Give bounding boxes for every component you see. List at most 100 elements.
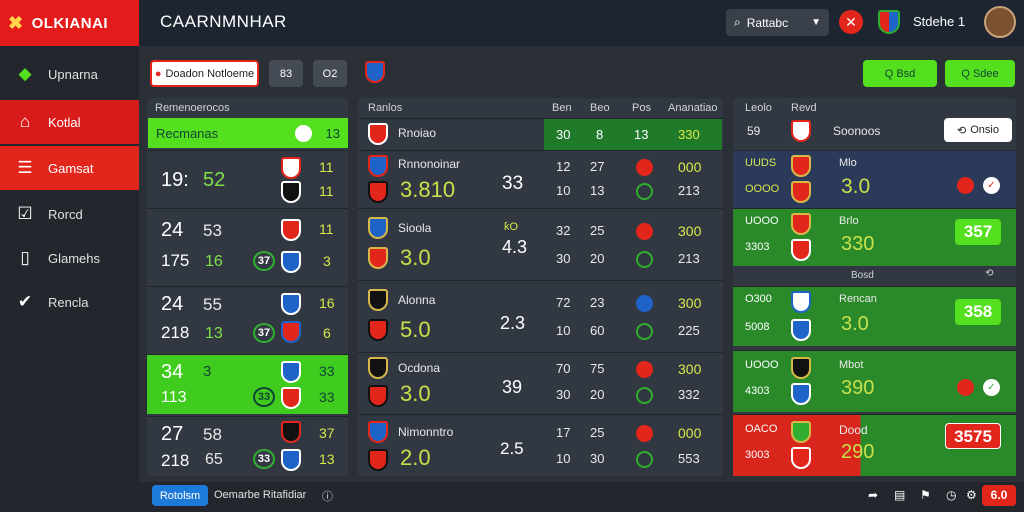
team-badge-icon xyxy=(791,357,811,379)
cell: 24 xyxy=(161,219,184,241)
sidebar-item-kotlal[interactable]: ⌂ Kotlal xyxy=(0,100,139,144)
match-name: Alonna xyxy=(398,293,436,307)
cell: 30 xyxy=(556,387,571,402)
cell: UOOO xyxy=(745,359,779,371)
odds-value: 3.0 xyxy=(841,175,871,198)
odds-chip[interactable]: 357 xyxy=(955,219,1001,245)
right-action-button[interactable]: ⟲ Onsio xyxy=(944,118,1012,142)
team-badge-icon xyxy=(281,449,301,471)
sidebar-item-rencla[interactable]: ✔ Rencla xyxy=(0,280,139,324)
sidebar-item-label: Upnarna xyxy=(48,66,98,82)
app-logo[interactable]: ✖ OLKIANAI xyxy=(0,0,139,46)
checkmark-icon[interactable]: ✓ xyxy=(983,177,1000,194)
odds-value: 3.0 xyxy=(400,381,431,406)
sidebar-item-rorcd[interactable]: ☑ Rorcd xyxy=(0,192,139,236)
odds-chip[interactable]: 3575 xyxy=(945,423,1001,449)
highlight-score: 13 xyxy=(325,125,340,141)
green-action-button-2[interactable]: Q Sdee xyxy=(945,60,1015,87)
cell: 13 xyxy=(205,325,223,342)
odds-row[interactable]: UOOO 4303 Mbot 390 ✓ xyxy=(733,350,1016,412)
table-row[interactable]: 24 53 175 16 37 11 3 xyxy=(147,208,348,284)
table-row[interactable]: 24 55 218 13 37 16 6 xyxy=(147,286,348,352)
match-name: Nimonntro xyxy=(398,425,454,439)
sidebar-item-upnarna[interactable]: ◆ Upnarna xyxy=(0,52,139,96)
cell: Rencan xyxy=(839,293,877,305)
match-row[interactable]: Alonna 5.0 2.3 72 23 10 60 300 225 xyxy=(358,280,723,350)
toolbar-button-a[interactable]: 83 xyxy=(269,60,303,87)
sidebar-item-label: Gamsat xyxy=(48,160,94,176)
footer-primary-button[interactable]: Rotolsm xyxy=(152,485,208,506)
clock-icon[interactable]: ◷ xyxy=(946,488,957,502)
cell: 60 xyxy=(590,323,605,338)
footer-badge[interactable]: 6.0 xyxy=(982,485,1016,506)
info-icon[interactable]: ⓘ xyxy=(322,491,333,503)
share-icon[interactable]: ➦ xyxy=(868,488,879,502)
middle-highlight-row[interactable]: Rnoiao 30 8 13 330 xyxy=(358,118,723,151)
odds-row[interactable]: UOOO 3303 Brlo 330 357 xyxy=(733,208,1016,266)
search-input[interactable]: ⌕ Rattabc ▼ xyxy=(726,9,829,36)
team-badge-icon xyxy=(281,251,301,273)
cell: 3 xyxy=(203,363,212,380)
odds-row[interactable]: O300 5008 Rencan 3.0 358 xyxy=(733,286,1016,346)
sidebar-item-label: Rorcd xyxy=(48,206,83,222)
status-dot-icon xyxy=(957,177,974,194)
odds-row[interactable]: UUDS OOOO Mlo 3.0 ✓ xyxy=(733,150,1016,208)
match-row[interactable]: Sioola 3.0 ƙO 4.3 32 25 30 20 300 213 xyxy=(358,208,723,278)
match-row[interactable]: Ocdona 3.0 39 70 75 30 20 300 332 xyxy=(358,352,723,412)
match-row[interactable]: Rnnonoinar 3.810 33 12 27 10 13 000 213 xyxy=(358,150,723,206)
left-highlight-row[interactable]: Recmanas 13 xyxy=(148,118,348,148)
status-dot-icon xyxy=(636,451,653,468)
cell: UOOO xyxy=(745,215,779,227)
cell: 24 xyxy=(161,293,184,315)
cell: 17 xyxy=(556,425,571,440)
middle-panel-title: Ranlos xyxy=(368,102,403,114)
cell: 3303 xyxy=(745,241,770,253)
cell: OOOO xyxy=(745,183,780,195)
odds-chip[interactable]: 358 xyxy=(955,299,1001,325)
document-icon[interactable]: ▤ xyxy=(894,488,906,502)
settings-icon[interactable]: ⚙ xyxy=(966,488,977,502)
close-button[interactable]: ✕ xyxy=(839,10,863,34)
avatar[interactable] xyxy=(984,6,1016,38)
match-row[interactable]: Nimonntro 2.0 2.5 17 25 10 30 000 553 xyxy=(358,414,723,476)
refresh-small-icon[interactable]: ⟲ xyxy=(985,268,994,279)
filter-label: Doadon Notloeme xyxy=(165,67,255,80)
cell: 175 xyxy=(161,251,190,270)
column-header: Ben xyxy=(552,102,572,114)
cell: 000 xyxy=(678,159,702,175)
cell: 300 xyxy=(678,223,702,239)
green-action-button-1[interactable]: Q Bsd xyxy=(863,60,937,87)
book-icon: ▯ xyxy=(20,248,30,267)
odds-value: 3.0 xyxy=(841,313,869,335)
team-badge-icon xyxy=(791,181,811,203)
cell: 52 xyxy=(203,169,226,191)
cell: 25 xyxy=(590,425,605,440)
sidebar-item-glamehs[interactable]: ▯ Glamehs xyxy=(0,236,139,280)
cell: 10 xyxy=(556,323,571,338)
cell: 12 xyxy=(556,159,571,174)
odds-value: 390 xyxy=(841,377,875,399)
cell: 213 xyxy=(678,251,700,266)
odds-value: 3.0 xyxy=(400,245,431,270)
cell: 25 xyxy=(590,223,605,238)
cell: 33 xyxy=(319,389,335,405)
table-row-selected[interactable]: 34 3 113 33 33 33 xyxy=(147,354,348,414)
club-badge-icon xyxy=(365,61,385,83)
cell: 16 xyxy=(319,295,335,311)
side-value: 2.5 xyxy=(500,439,524,458)
checkmark-icon[interactable]: ✓ xyxy=(983,379,1000,396)
cell: 11 xyxy=(319,221,334,237)
column-header: Leolo xyxy=(745,102,772,114)
sidebar-item-gamsat[interactable]: ☰ Gamsat xyxy=(0,146,139,190)
flag-icon[interactable]: ⚑ xyxy=(920,488,931,502)
table-row[interactable]: 19: 52 11 11 xyxy=(147,150,348,206)
filter-button[interactable]: ● Doadon Notloeme xyxy=(150,60,259,87)
cell: 218 xyxy=(161,323,190,342)
table-row[interactable]: 27 58 218 65 33 37 13 xyxy=(147,416,348,476)
odds-row[interactable]: OACO 3003 Dood 290 3575 xyxy=(733,414,1016,476)
odds-value: 330 xyxy=(841,233,875,255)
toolbar-button-b[interactable]: O2 xyxy=(313,60,347,87)
team-badge-icon xyxy=(281,361,301,383)
status-dot-icon xyxy=(636,159,653,176)
column-header: Ananatiao xyxy=(668,102,718,114)
